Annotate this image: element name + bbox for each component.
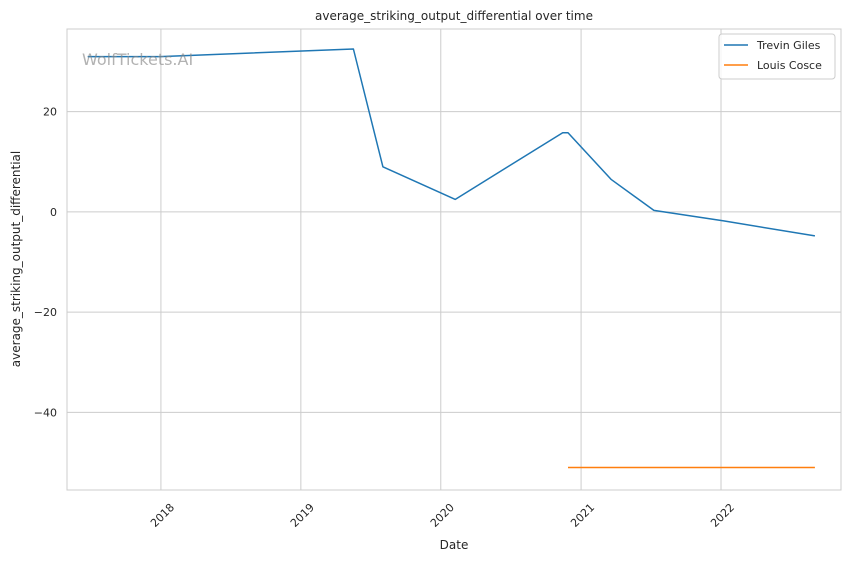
y-tick-label: −20 xyxy=(34,306,57,319)
series-line-trevin-giles xyxy=(87,48,816,237)
y-axis-label: average_striking_output_differential xyxy=(9,151,23,367)
legend-label-louis-cosce: Louis Cosce xyxy=(757,59,822,72)
legend: Trevin Giles Louis Cosce xyxy=(718,33,836,80)
chart-title: average_striking_output_differential ove… xyxy=(315,9,593,23)
y-tick-label: 20 xyxy=(43,106,57,119)
watermark: WolfTickets.AI xyxy=(82,50,193,69)
legend-label-trevin-giles: Trevin Giles xyxy=(756,39,821,52)
series-layer xyxy=(87,48,816,469)
y-tick-label: −40 xyxy=(34,406,57,419)
plot-frame xyxy=(66,28,842,491)
grid-lines xyxy=(67,29,841,490)
x-axis-label: Date xyxy=(440,538,469,552)
y-tick-label: 0 xyxy=(50,206,57,219)
y-axis-ticks: 20 0 −20 −40 xyxy=(34,106,57,420)
